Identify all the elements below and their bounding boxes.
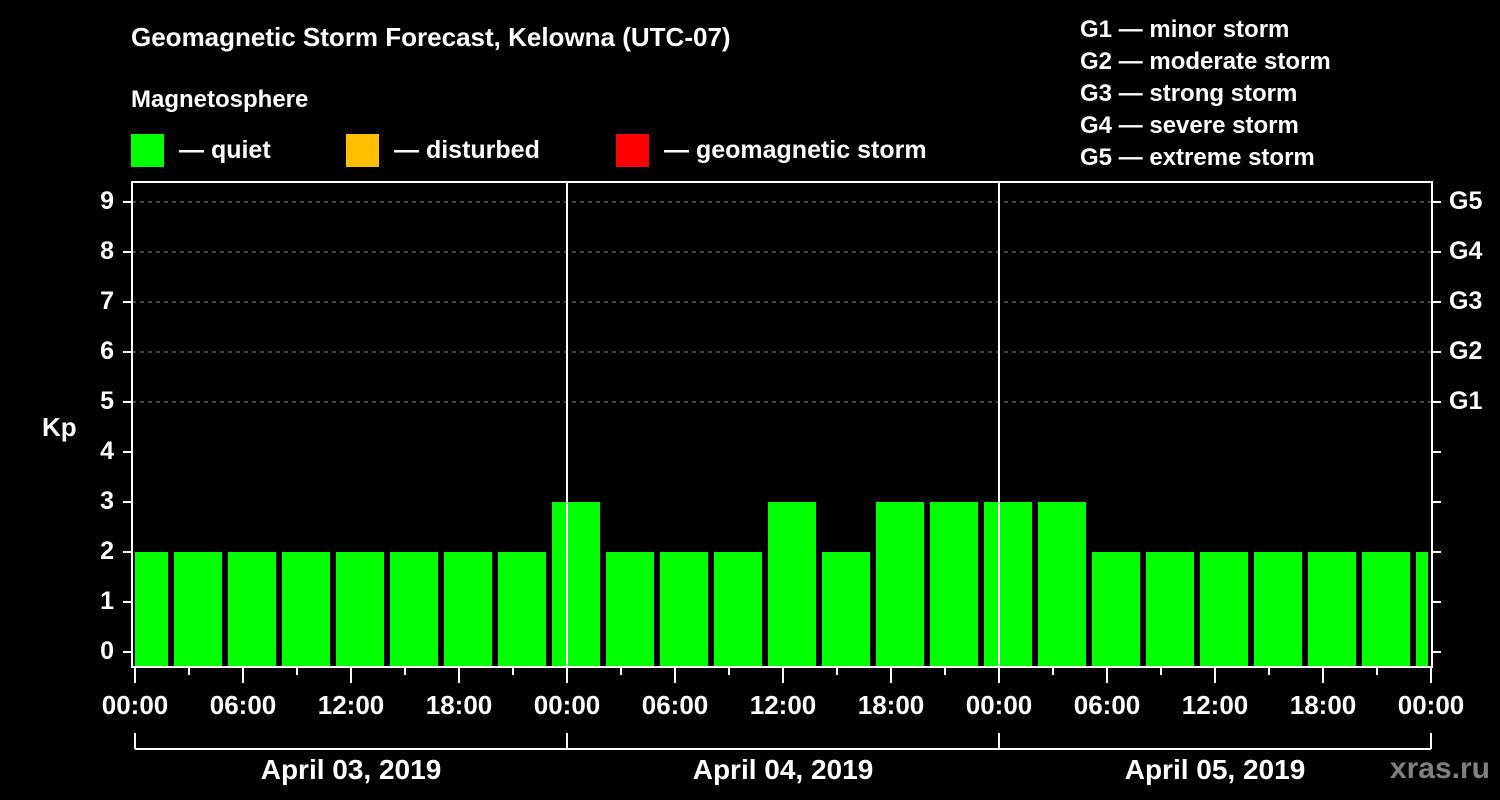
kp-bar bbox=[768, 502, 816, 666]
y-tick-label: 9 bbox=[100, 187, 114, 215]
legend-item-storm: — geomagnetic storm bbox=[616, 134, 927, 167]
x-tick-label: 18:00 bbox=[857, 690, 925, 720]
g-legend-item: G4 — severe storm bbox=[1080, 112, 1299, 139]
x-tick-label: 06:00 bbox=[641, 690, 709, 720]
x-tick-label: 18:00 bbox=[1289, 690, 1357, 720]
x-tick-label: 00:00 bbox=[965, 690, 1033, 720]
kp-bar bbox=[552, 502, 600, 666]
y-tick-label: 5 bbox=[100, 387, 114, 415]
kp-bar bbox=[1200, 552, 1248, 666]
kp-bar bbox=[822, 552, 870, 666]
g-tick-label: G1 bbox=[1449, 387, 1483, 415]
y-tick-label: 6 bbox=[100, 337, 114, 365]
watermark: xras.ru bbox=[1389, 752, 1490, 785]
g-legend-item: G3 — strong storm bbox=[1080, 80, 1298, 107]
y-tick-label: 0 bbox=[100, 637, 114, 665]
g-tick-label: G4 bbox=[1449, 237, 1483, 265]
kp-bar bbox=[228, 552, 276, 666]
kp-bar bbox=[930, 502, 978, 666]
kp-bar bbox=[444, 552, 492, 666]
kp-bar bbox=[174, 552, 222, 666]
x-tick-label: 00:00 bbox=[1397, 690, 1465, 720]
g-tick-label: G2 bbox=[1449, 337, 1483, 365]
kp-bar bbox=[984, 502, 1032, 666]
date-label: April 04, 2019 bbox=[692, 754, 874, 785]
kp-bar bbox=[1146, 552, 1194, 666]
legend-label: — geomagnetic storm bbox=[664, 136, 927, 164]
g-legend-item: G1 — minor storm bbox=[1080, 16, 1290, 43]
g-legend-item: G2 — moderate storm bbox=[1080, 48, 1331, 75]
x-tick-label: 12:00 bbox=[749, 690, 817, 720]
y-tick-label: 2 bbox=[100, 537, 114, 565]
kp-bar bbox=[282, 552, 330, 666]
kp-bar bbox=[390, 552, 438, 666]
kp-bar bbox=[1416, 552, 1428, 666]
kp-bar bbox=[660, 552, 708, 666]
y-tick-label: 7 bbox=[100, 287, 114, 315]
y-tick-label: 4 bbox=[100, 437, 114, 465]
x-tick-label: 00:00 bbox=[101, 690, 169, 720]
kp-bar bbox=[1308, 552, 1356, 666]
legend-label: — disturbed bbox=[394, 136, 540, 164]
g-scale-legend: G1 — minor storm G2 — moderate storm G3 … bbox=[1080, 14, 1331, 174]
kp-bar bbox=[135, 552, 168, 666]
kp-bar bbox=[876, 502, 924, 666]
chart-title: Geomagnetic Storm Forecast, Kelowna (UTC… bbox=[131, 22, 731, 52]
legend-item-quiet: — quiet bbox=[131, 134, 271, 167]
quiet-swatch bbox=[131, 134, 164, 167]
kp-bar bbox=[1362, 552, 1410, 666]
disturbed-swatch bbox=[346, 134, 379, 167]
legend-item-disturbed: — disturbed bbox=[346, 134, 540, 167]
date-label: April 05, 2019 bbox=[1124, 754, 1306, 785]
kp-bar bbox=[1254, 552, 1302, 666]
kp-bar bbox=[714, 552, 762, 666]
legend-label: — quiet bbox=[179, 136, 271, 164]
kp-bar bbox=[1092, 552, 1140, 666]
kp-bar bbox=[336, 552, 384, 666]
kp-bar bbox=[498, 552, 546, 666]
kp-bar bbox=[606, 552, 654, 666]
date-label: April 03, 2019 bbox=[260, 754, 442, 785]
x-tick-label: 12:00 bbox=[317, 690, 385, 720]
y-tick-label: 8 bbox=[100, 237, 114, 265]
x-tick-label: 18:00 bbox=[425, 690, 493, 720]
g-tick-label: G5 bbox=[1449, 187, 1483, 215]
g-legend-item: G5 — extreme storm bbox=[1080, 144, 1315, 171]
kp-bar bbox=[1038, 502, 1086, 666]
y-tick-label: 3 bbox=[100, 487, 114, 515]
y-tick-label: 1 bbox=[100, 587, 114, 615]
y-axis-label: Kp bbox=[42, 412, 77, 442]
storm-swatch bbox=[616, 134, 649, 167]
x-tick-label: 06:00 bbox=[209, 690, 277, 720]
x-tick-label: 00:00 bbox=[533, 690, 601, 720]
x-tick-label: 12:00 bbox=[1181, 690, 1249, 720]
g-tick-label: G3 bbox=[1449, 287, 1483, 315]
x-tick-label: 06:00 bbox=[1073, 690, 1141, 720]
legend-subtitle: Magnetosphere bbox=[131, 86, 309, 113]
